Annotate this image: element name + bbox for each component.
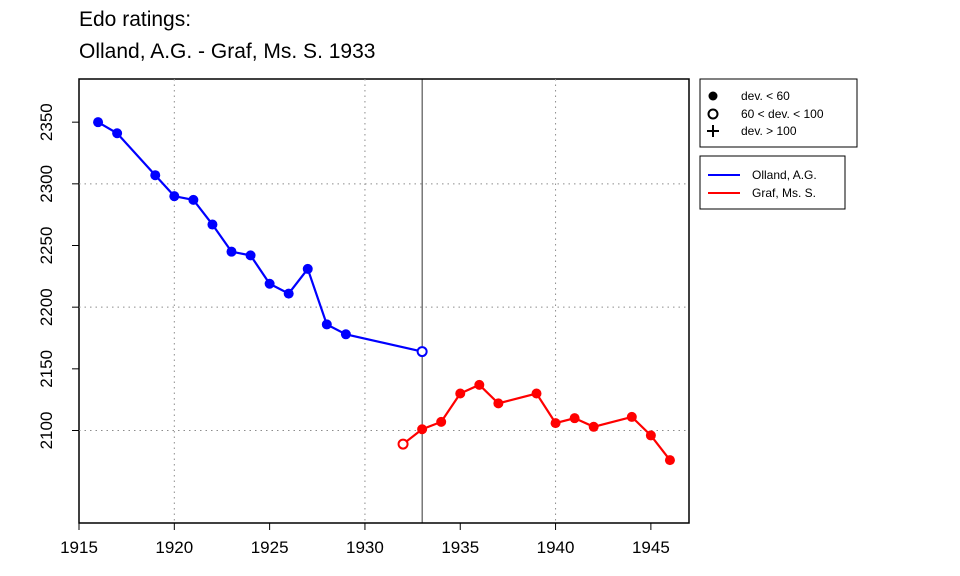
marker-legend: dev. < 60 60 < dev. < 100 dev. > 100 xyxy=(699,78,858,148)
legend-graf-label: Graf, Ms. S. xyxy=(752,186,816,200)
x-tick-label: 1925 xyxy=(251,538,289,557)
series-legend: Olland, A.G. Graf, Ms. S. xyxy=(699,155,846,210)
data-point xyxy=(474,379,485,390)
x-tick-label: 1915 xyxy=(60,538,98,557)
data-point xyxy=(207,219,218,230)
data-point-open xyxy=(416,346,428,358)
data-point xyxy=(302,263,313,274)
data-point-open xyxy=(397,438,409,450)
data-point xyxy=(531,388,542,399)
data-point xyxy=(150,170,161,181)
data-point xyxy=(493,398,504,409)
chart-title-line-2: Olland, A.G. - Graf, Ms. S. 1933 xyxy=(79,40,376,63)
series-layer xyxy=(93,117,675,466)
data-point xyxy=(436,416,447,427)
y-tick-label: 2150 xyxy=(37,350,56,388)
data-point xyxy=(664,455,675,466)
legend-dev-lt-60: dev. < 60 xyxy=(741,89,790,103)
data-point xyxy=(226,246,237,257)
legend-dev-gt-100: dev. > 100 xyxy=(741,124,797,138)
legend-olland-label: Olland, A.G. xyxy=(752,168,817,182)
axis-layer: 1915 1920 1925 1930 1935 1940 1945 2100 2150 2200… xyxy=(37,103,670,557)
x-tick-label: 1935 xyxy=(441,538,479,557)
data-point xyxy=(283,288,294,299)
legend-plus-icon xyxy=(707,125,719,137)
plot-frame xyxy=(78,78,690,524)
data-point xyxy=(264,278,275,289)
data-point xyxy=(188,194,199,205)
x-tick-label: 1945 xyxy=(632,538,670,557)
legend-dev-60-100: 60 < dev. < 100 xyxy=(741,107,824,121)
data-point xyxy=(321,319,332,330)
data-point xyxy=(455,388,466,399)
marker-legend-box xyxy=(699,78,858,148)
data-point xyxy=(169,191,180,202)
data-point xyxy=(93,117,104,128)
data-point xyxy=(645,430,656,441)
data-point xyxy=(112,128,123,139)
y-tick-label: 2200 xyxy=(37,288,56,326)
grid-layer xyxy=(79,79,689,523)
legend-filled-circle-icon xyxy=(708,91,718,101)
series-line xyxy=(97,121,423,353)
y-tick-label: 2350 xyxy=(37,103,56,141)
y-tick-label: 2300 xyxy=(37,165,56,203)
x-tick-label: 1920 xyxy=(155,538,193,557)
data-point xyxy=(340,329,351,340)
data-point xyxy=(588,421,599,432)
data-point xyxy=(417,424,428,435)
x-tick-label: 1930 xyxy=(346,538,384,557)
y-tick-label: 2100 xyxy=(37,412,56,450)
series-legend-box xyxy=(699,155,846,210)
data-point xyxy=(245,250,256,261)
data-point xyxy=(626,411,637,422)
x-tick-label: 1940 xyxy=(537,538,575,557)
legend-open-circle-icon xyxy=(707,108,719,120)
data-point xyxy=(569,413,580,424)
chart-title-line-1: Edo ratings: xyxy=(79,8,192,31)
data-point xyxy=(550,418,561,429)
y-tick-label: 2250 xyxy=(37,227,56,265)
